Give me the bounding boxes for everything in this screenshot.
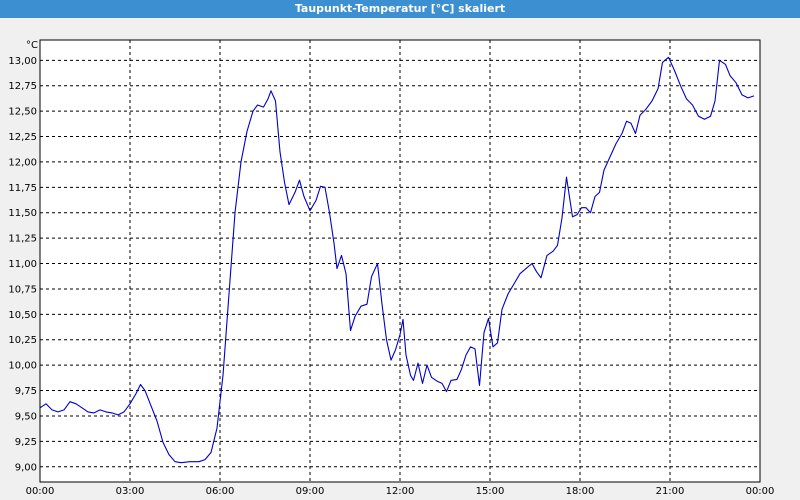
x-tick-time: 09:00 <box>296 486 325 497</box>
y-tick-label: 9,00 <box>15 462 37 473</box>
x-tick-time: 03:00 <box>116 486 145 497</box>
tick-labels: 9,00 9,25 9,50 9,75 10,00 10,25 10,50 10,75 11,0… <box>8 56 775 497</box>
y-tick-label: 10,75 <box>8 284 37 295</box>
x-tick-time: 12:00 <box>386 486 415 497</box>
y-tick-label: 11,25 <box>8 234 37 245</box>
y-tick-label: 12,00 <box>8 157 37 168</box>
y-tick-label: 11,50 <box>8 208 37 219</box>
grid-lines <box>40 40 760 482</box>
y-tick-label: 11,75 <box>8 183 37 194</box>
plot-frame <box>39 39 761 483</box>
x-tick-time: 06:00 <box>206 486 235 497</box>
x-tick-time: 00:00 <box>746 486 775 497</box>
y-tick-label: 9,50 <box>15 411 37 422</box>
x-tick-time: 15:00 <box>476 486 505 497</box>
chart-title: Taupunkt-Temperatur [°C] skaliert <box>0 0 800 18</box>
y-tick-label: 12,75 <box>8 81 37 92</box>
y-tick-label: 13,00 <box>8 56 37 67</box>
y-tick-label: 11,00 <box>8 259 37 270</box>
y-axis-unit: °C <box>26 40 38 51</box>
y-tick-label: 12,50 <box>8 107 37 118</box>
line-chart: 9,00 9,25 9,50 9,75 10,00 10,25 10,50 10,75 11,0… <box>8 39 775 497</box>
x-tick-time: 00:00 <box>26 486 55 497</box>
y-tick-label: 10,00 <box>8 361 37 372</box>
y-tick-label: 12,25 <box>8 132 37 143</box>
series-line <box>39 56 755 464</box>
series-layer <box>39 56 755 464</box>
x-tick-time: 21:00 <box>656 486 685 497</box>
y-tick-label: 9,75 <box>15 386 37 397</box>
y-tick-label: 10,25 <box>8 335 37 346</box>
y-tick-label: 9,25 <box>15 437 37 448</box>
y-tick-label: 10,50 <box>8 310 37 321</box>
x-tick-time: 18:00 <box>566 486 595 497</box>
